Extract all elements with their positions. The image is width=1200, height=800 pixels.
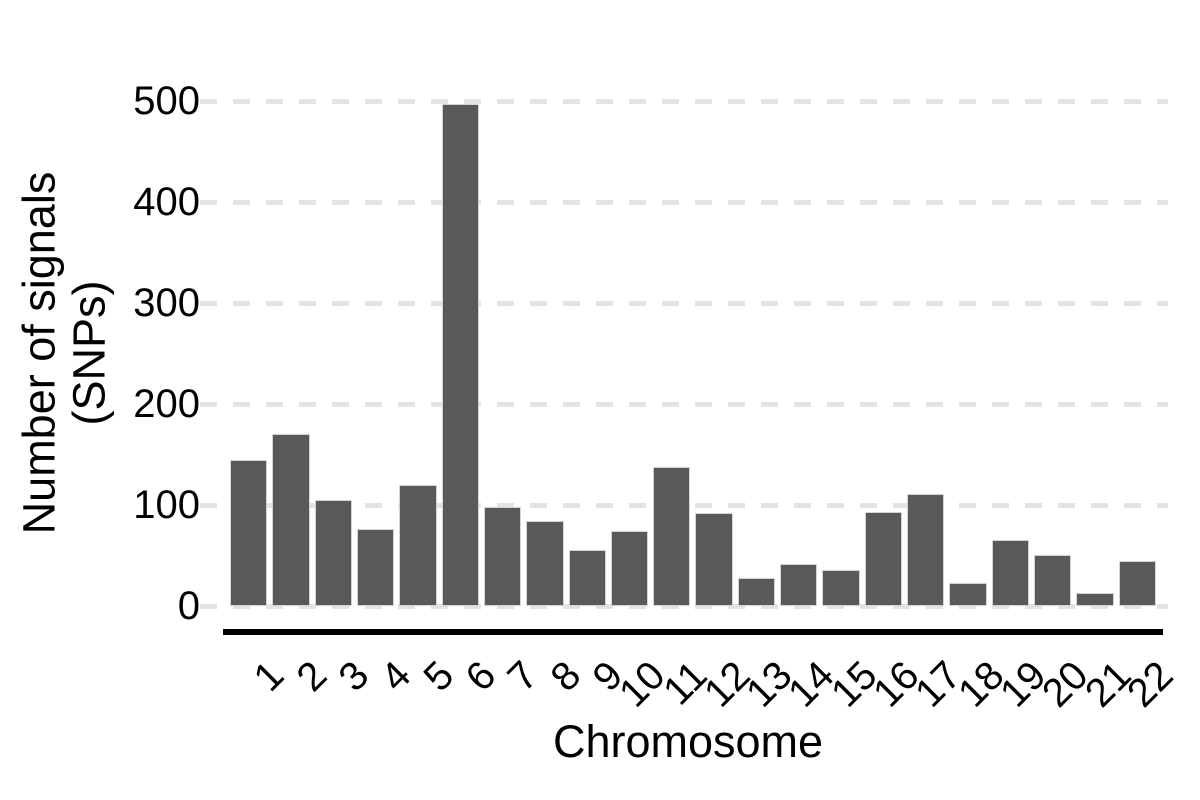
y-axis-title: Number of signals (SNPs) — [13, 171, 115, 535]
bar-chr-3 — [314, 499, 352, 606]
bar-chr-8 — [526, 521, 564, 606]
bar-chr-22 — [1118, 560, 1156, 606]
y-axis-title-wrap: Number of signals (SNPs) — [8, 158, 120, 548]
ytick-label-200: 200 — [133, 382, 200, 426]
bar-chr-4 — [356, 529, 395, 606]
xtick-label-8: 8 — [542, 653, 590, 700]
gridline-0 — [200, 603, 1168, 609]
x-axis-line — [223, 629, 1163, 635]
xtick-label-3: 3 — [330, 653, 378, 700]
bar-chr-9 — [568, 550, 606, 606]
bar-chr-6 — [441, 104, 479, 606]
bar-chr-1 — [230, 459, 268, 606]
bar-chr-5 — [399, 484, 437, 606]
y-axis-title-line1: Number of signals — [13, 171, 65, 535]
bar-chr-17 — [907, 493, 945, 606]
bars-layer — [230, 101, 1156, 606]
bar-chr-14 — [780, 563, 818, 606]
gridline-500 — [200, 98, 1168, 104]
ytick-label-400: 400 — [133, 180, 200, 224]
ytick-label-100: 100 — [133, 483, 200, 527]
bar-chr-15 — [822, 569, 860, 606]
gridline-200 — [200, 401, 1168, 407]
x-axis-title: Chromosome — [552, 716, 824, 767]
bar-chr-20 — [1033, 554, 1072, 606]
xtick-label-2: 2 — [288, 653, 336, 700]
bar-chr-2 — [272, 434, 310, 606]
bar-chr-10 — [610, 531, 649, 606]
ytick-label-500: 500 — [133, 79, 200, 123]
bar-chr-19 — [991, 540, 1029, 606]
xtick-label-5: 5 — [415, 653, 463, 700]
xtick-label-4: 4 — [372, 653, 420, 700]
bar-chr-13 — [737, 577, 776, 606]
bar-chr-7 — [483, 507, 522, 606]
bar-chr-12 — [695, 513, 733, 606]
xtick-label-6: 6 — [457, 653, 505, 700]
ytick-label-0: 0 — [177, 584, 200, 628]
gridline-300 — [200, 300, 1168, 306]
bar-chr-18 — [949, 582, 987, 606]
xtick-label-7: 7 — [499, 653, 547, 700]
bar-chr-11 — [653, 466, 691, 606]
ytick-label-300: 300 — [133, 281, 200, 325]
bar-chr-16 — [864, 512, 902, 606]
bar-chr-21 — [1076, 592, 1114, 606]
xtick-label-1: 1 — [245, 653, 293, 700]
y-axis-title-line2: (SNPs) — [63, 280, 115, 426]
xtick-label-22: 22 — [1118, 653, 1182, 716]
gridline-400 — [200, 199, 1168, 205]
